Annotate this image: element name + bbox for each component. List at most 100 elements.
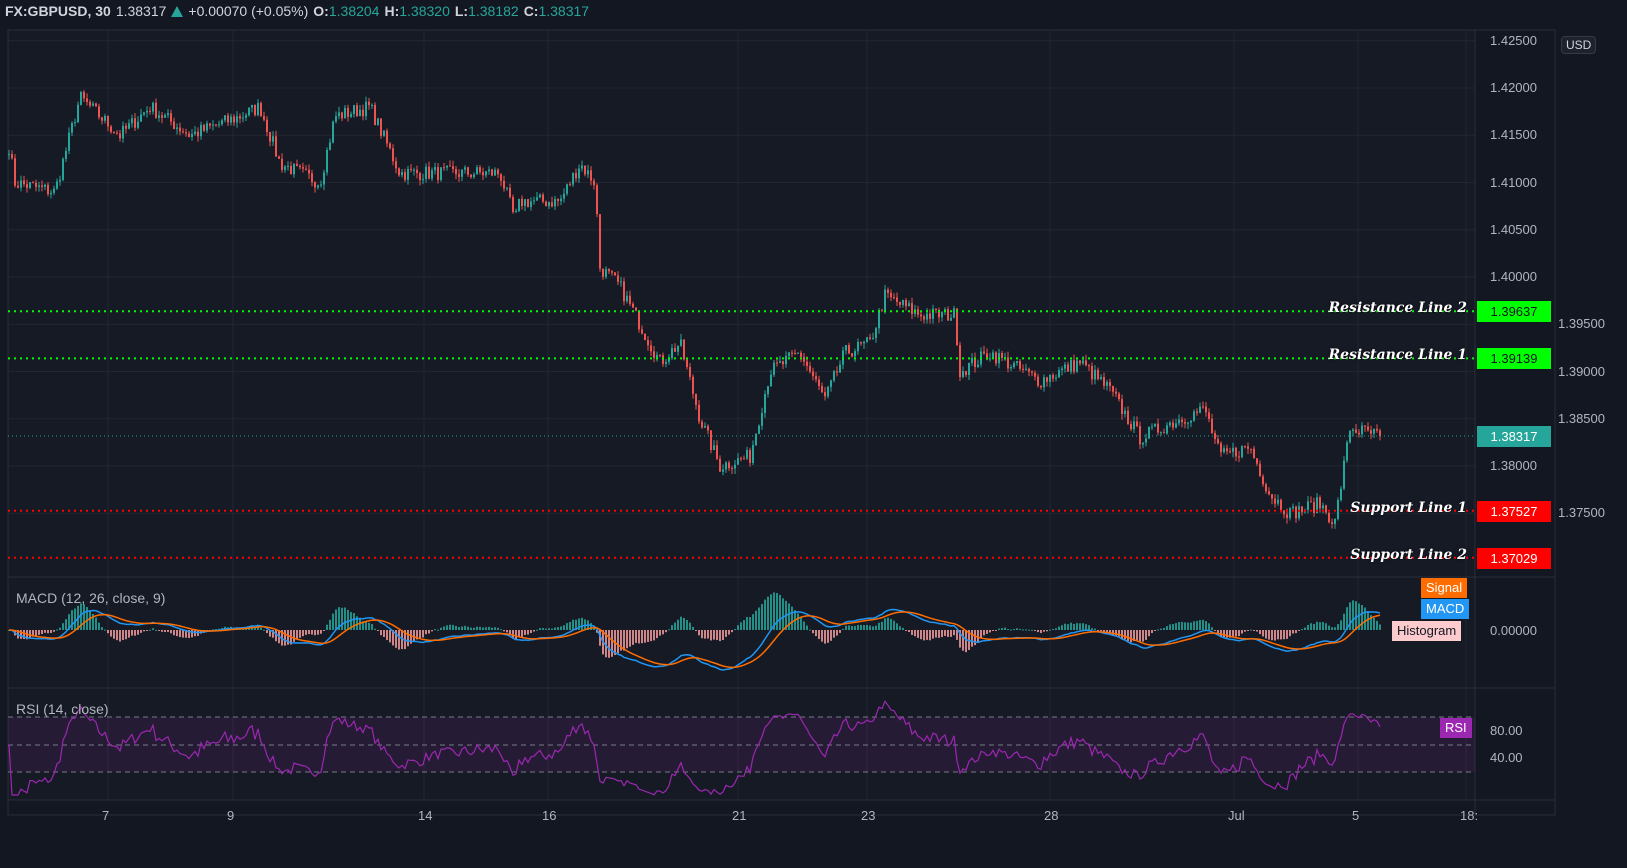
candle-body xyxy=(833,371,835,381)
candle-body xyxy=(773,362,775,375)
candle-body xyxy=(500,174,502,181)
macd-histogram-bar xyxy=(962,630,964,651)
macd-histogram-bar xyxy=(260,627,262,630)
candle-body xyxy=(1094,369,1096,380)
candle-body xyxy=(665,361,667,364)
candle-body xyxy=(35,182,37,187)
macd-histogram-bar xyxy=(476,626,478,630)
macd-histogram-bar xyxy=(521,630,523,637)
candle-body xyxy=(68,132,70,151)
candle-body xyxy=(863,341,865,344)
candle-body xyxy=(1037,376,1039,386)
candle-body xyxy=(740,458,742,460)
candle-body xyxy=(677,345,679,352)
macd-histogram-bar xyxy=(65,619,67,630)
macd-histogram-bar xyxy=(470,627,472,630)
macd-histogram-bar xyxy=(98,622,100,630)
candle-body xyxy=(956,308,958,346)
macd-histogram-bar xyxy=(1124,630,1126,640)
candle-body xyxy=(512,197,514,212)
macd-histogram-bar xyxy=(1322,622,1324,630)
macd-histogram-bar xyxy=(284,630,286,646)
macd-histogram-bar xyxy=(131,630,133,636)
macd-histogram-bar xyxy=(1064,623,1066,630)
candle-body xyxy=(1067,364,1069,372)
candle-body xyxy=(680,339,682,346)
plot-background xyxy=(8,30,1475,800)
rsi-label: RSI (14, close) xyxy=(16,701,109,717)
candle-body xyxy=(848,345,850,354)
macd-histogram-bar xyxy=(950,630,952,637)
symbol-name[interactable]: FX:GBPUSD, 30 xyxy=(5,3,111,19)
candle-body xyxy=(1175,423,1177,428)
macd-histogram-bar xyxy=(1298,630,1300,631)
macd-histogram-bar xyxy=(1082,623,1084,630)
candle-body xyxy=(1013,362,1015,368)
legend-macd: MACD xyxy=(1421,599,1470,619)
candle-body xyxy=(227,115,229,123)
macd-histogram-bar xyxy=(560,626,562,630)
macd-histogram-bar xyxy=(62,623,64,630)
macd-histogram-bar xyxy=(1163,628,1165,630)
candle-body xyxy=(1337,499,1339,519)
macd-histogram-bar xyxy=(638,630,640,644)
macd-histogram-bar xyxy=(773,592,775,630)
macd-histogram-bar xyxy=(113,630,115,639)
macd-histogram-bar xyxy=(1238,630,1240,637)
macd-histogram-bar xyxy=(86,607,88,630)
candle-body xyxy=(254,104,256,116)
candle-body xyxy=(1343,460,1345,489)
macd-histogram-bar xyxy=(539,628,541,630)
macd-histogram-bar xyxy=(923,630,925,641)
macd-histogram-bar xyxy=(872,626,874,630)
candle-body xyxy=(1157,423,1159,433)
macd-histogram-bar xyxy=(29,630,31,638)
candle-body xyxy=(1031,371,1033,373)
candle-body xyxy=(1259,463,1261,477)
candle-body xyxy=(377,118,379,126)
macd-histogram-bar xyxy=(449,624,451,630)
macd-histogram-bar xyxy=(635,630,637,643)
macd-histogram-bar xyxy=(683,617,685,630)
candle-body xyxy=(803,356,805,362)
candle-body xyxy=(953,308,955,318)
candle-body xyxy=(188,133,190,138)
macd-histogram-bar xyxy=(698,630,700,636)
macd-histogram-bar xyxy=(149,629,151,631)
macd-histogram-bar xyxy=(710,630,712,641)
candle-body xyxy=(137,121,139,128)
macd-histogram-bar xyxy=(452,624,454,630)
candle-body xyxy=(581,165,583,169)
macd-histogram-bar xyxy=(119,630,121,642)
candle-body xyxy=(1202,406,1204,408)
candle-body xyxy=(437,167,439,181)
candle-body xyxy=(935,308,937,310)
candle-body xyxy=(542,194,544,202)
candle-body xyxy=(50,192,52,195)
candle-body xyxy=(1274,498,1276,504)
macd-histogram-bar xyxy=(755,610,757,630)
candle-body xyxy=(1097,369,1099,380)
macd-histogram-bar xyxy=(626,630,628,649)
candle-body xyxy=(1334,518,1336,524)
candle-body xyxy=(668,358,670,362)
macd-histogram-bar xyxy=(935,630,937,638)
macd-histogram-bar xyxy=(938,630,940,638)
candle-body xyxy=(1298,506,1300,519)
candle-body xyxy=(218,124,220,126)
macd-histogram-bar xyxy=(1148,630,1150,637)
macd-histogram-bar xyxy=(578,618,580,630)
macd-histogram-bar xyxy=(164,630,166,633)
macd-histogram-bar xyxy=(1280,630,1282,640)
macd-histogram-bar xyxy=(257,626,259,630)
macd-histogram-bar xyxy=(623,630,625,651)
macd-histogram-bar xyxy=(536,629,538,631)
high-label: H: xyxy=(384,3,400,19)
macd-histogram-bar xyxy=(1241,630,1243,634)
candle-body xyxy=(1049,374,1051,382)
macd-histogram-bar xyxy=(1118,630,1120,637)
currency-button[interactable]: USD xyxy=(1561,36,1597,54)
candle-body xyxy=(494,169,496,176)
macd-histogram-bar xyxy=(557,627,559,630)
